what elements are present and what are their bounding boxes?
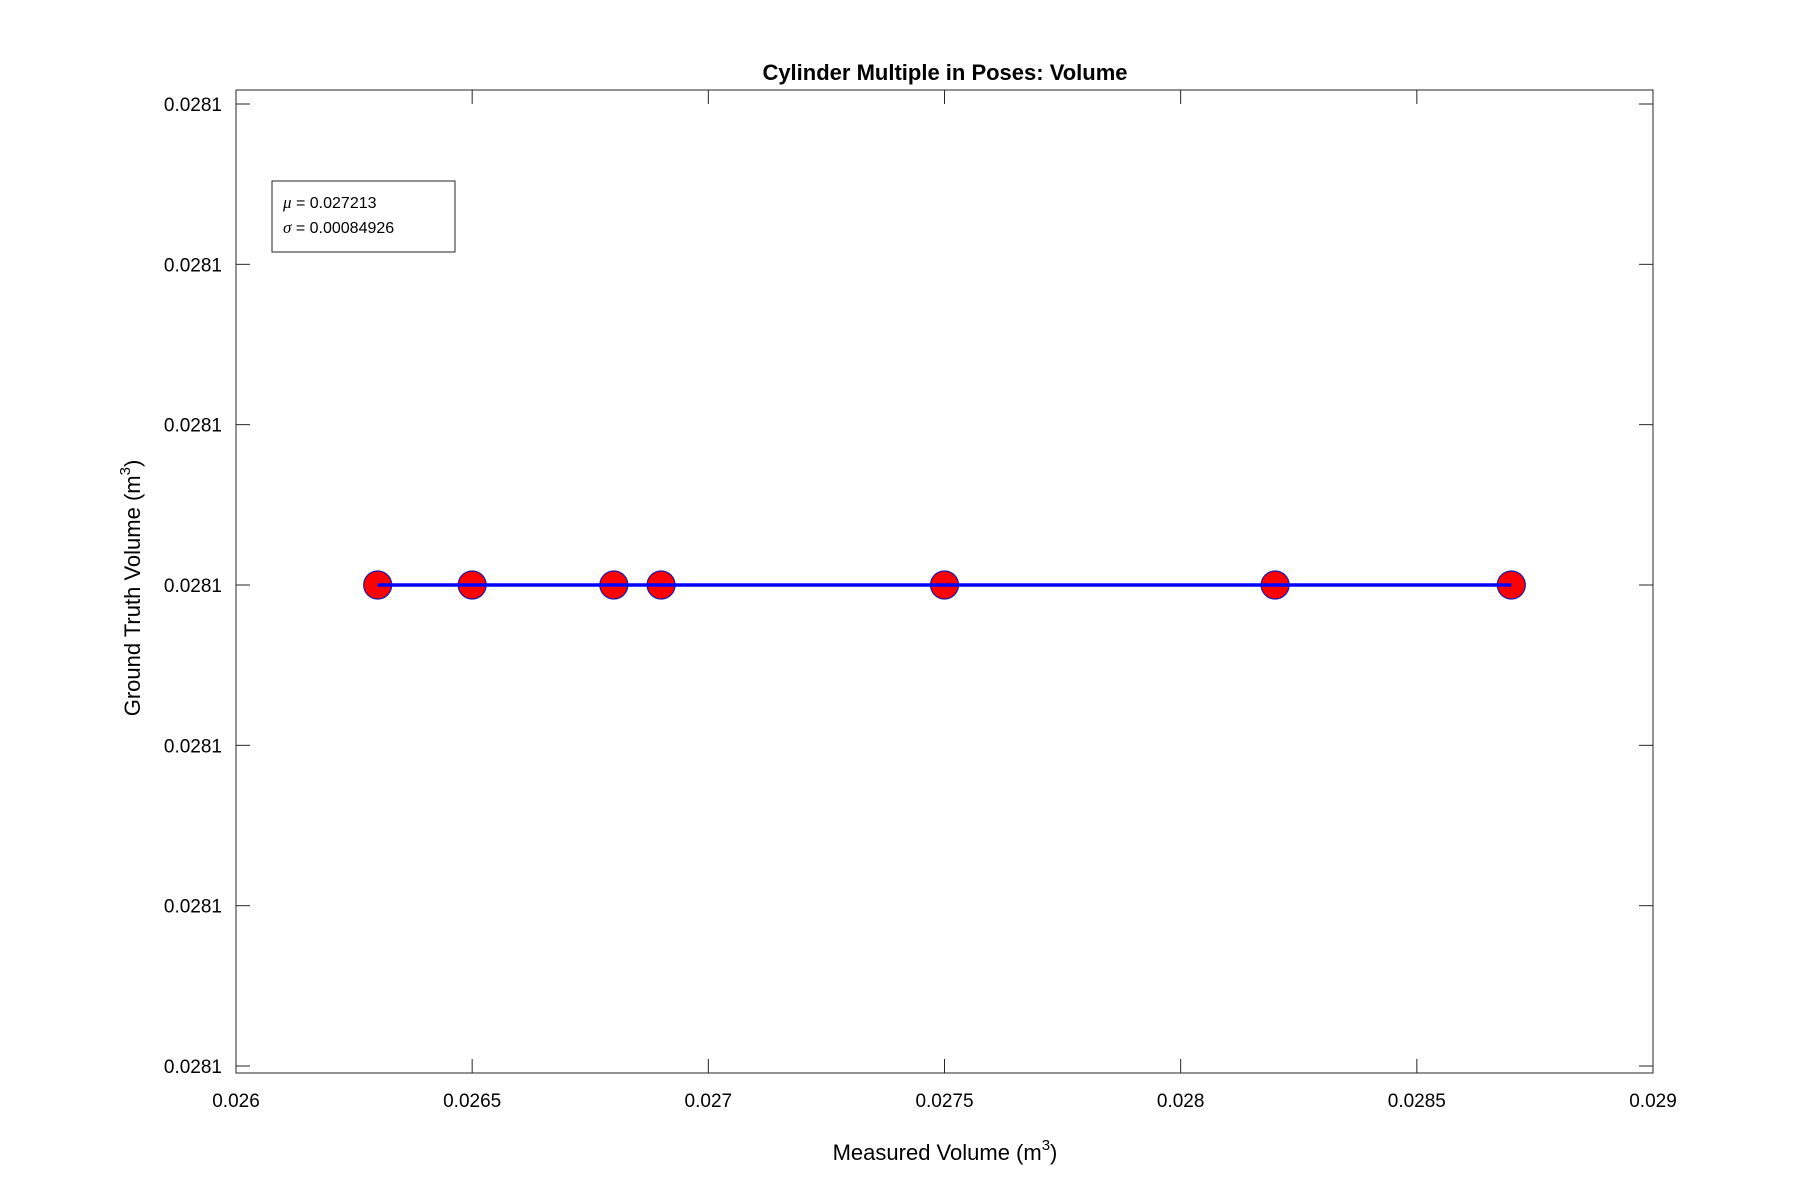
mu-symbol: μ (282, 193, 292, 212)
y-axis-title-text: Ground Truth Volume (m (120, 475, 145, 716)
x-axis-title: Measured Volume (m3) (833, 1137, 1058, 1165)
std-annotation: σ = 0.00084926 (283, 218, 394, 237)
series-layer (363, 570, 1526, 600)
stats-annotation: μ = 0.027213 σ = 0.00084926 (271, 180, 456, 253)
y-tick-label: 0.0281 (164, 255, 222, 276)
x-axis-title-sup: 3 (1042, 1137, 1050, 1154)
chart-title: Cylinder Multiple in Poses: Volume (762, 60, 1127, 85)
mean-annotation: μ = 0.027213 (282, 193, 377, 212)
y-axis-title: Ground Truth Volume (m3) (117, 460, 145, 717)
x-tick-label: 0.026 (212, 1091, 260, 1112)
y-tick-label: 0.0281 (164, 95, 222, 116)
x-tick-label: 0.027 (685, 1091, 733, 1112)
y-axis-title-close: ) (120, 460, 145, 467)
sigma-symbol: σ (283, 218, 292, 237)
x-axis: 0.026 0.0265 0.027 0.0275 0.028 0.0285 0.029 (212, 90, 1677, 1112)
x-tick-label: 0.0285 (1388, 1091, 1446, 1112)
y-tick-label: 0.0281 (164, 576, 222, 597)
x-tick-label: 0.028 (1157, 1091, 1205, 1112)
std-value: = 0.00084926 (291, 220, 394, 237)
x-tick-label: 0.029 (1629, 1091, 1677, 1112)
y-axis-title-sup: 3 (117, 467, 134, 475)
y-tick-label: 0.0281 (164, 736, 222, 757)
y-axis: 0.0281 0.0281 0.0281 0.0281 0.0281 0.0281 0.02… (164, 95, 1653, 1078)
x-tick-label: 0.0265 (443, 1091, 501, 1112)
y-tick-label: 0.0281 (164, 1057, 222, 1078)
x-tick-label: 0.0275 (915, 1091, 973, 1112)
stats-annotation-box (271, 180, 456, 253)
y-tick-label: 0.0281 (164, 416, 222, 437)
y-tick-label: 0.0281 (164, 897, 222, 918)
x-axis-title-close: ) (1050, 1140, 1057, 1165)
mean-value: = 0.027213 (292, 195, 377, 212)
x-axis-title-text: Measured Volume (m (833, 1140, 1042, 1165)
